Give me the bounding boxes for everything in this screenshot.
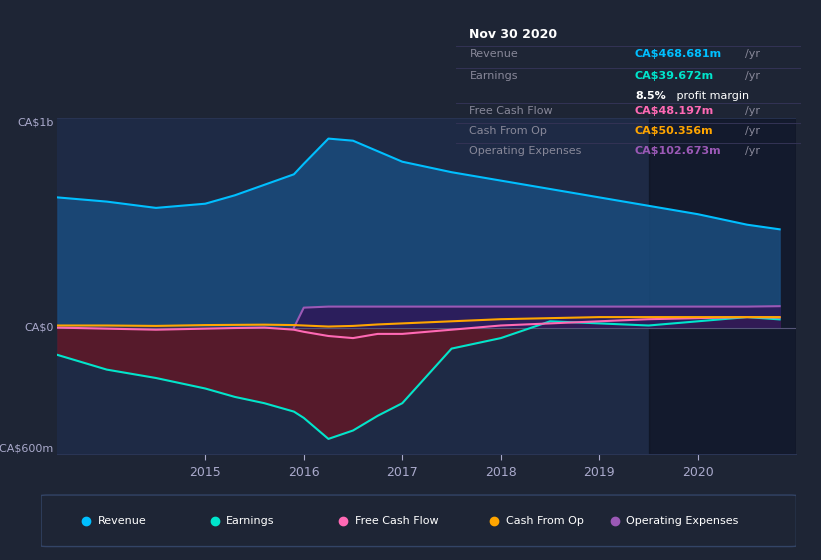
Text: /yr: /yr [745, 71, 760, 81]
Text: CA$0: CA$0 [25, 323, 54, 333]
Text: Operating Expenses: Operating Expenses [470, 146, 582, 156]
Text: Cash From Op: Cash From Op [470, 126, 548, 136]
Text: /yr: /yr [745, 146, 760, 156]
Text: Nov 30 2020: Nov 30 2020 [470, 27, 557, 40]
Text: CA$48.197m: CA$48.197m [635, 106, 714, 116]
Text: Revenue: Revenue [98, 516, 146, 526]
Text: 8.5%: 8.5% [635, 91, 666, 101]
Text: /yr: /yr [745, 106, 760, 116]
Text: CA$39.672m: CA$39.672m [635, 71, 714, 81]
Text: CA$50.356m: CA$50.356m [635, 126, 713, 136]
Text: Earnings: Earnings [470, 71, 518, 81]
Text: -CA$600m: -CA$600m [0, 444, 54, 454]
Text: Free Cash Flow: Free Cash Flow [470, 106, 553, 116]
Text: CA$102.673m: CA$102.673m [635, 146, 722, 156]
Text: /yr: /yr [745, 126, 760, 136]
Text: Earnings: Earnings [226, 516, 274, 526]
Bar [649, 118, 796, 454]
Text: Free Cash Flow: Free Cash Flow [355, 516, 438, 526]
FancyBboxPatch shape [41, 495, 796, 547]
Text: Cash From Op: Cash From Op [506, 516, 584, 526]
Text: CA$468.681m: CA$468.681m [635, 49, 722, 59]
Text: CA$1b: CA$1b [17, 118, 54, 128]
Text: Operating Expenses: Operating Expenses [626, 516, 739, 526]
Text: /yr: /yr [745, 49, 760, 59]
Text: Revenue: Revenue [470, 49, 518, 59]
Text: profit margin: profit margin [673, 91, 749, 101]
